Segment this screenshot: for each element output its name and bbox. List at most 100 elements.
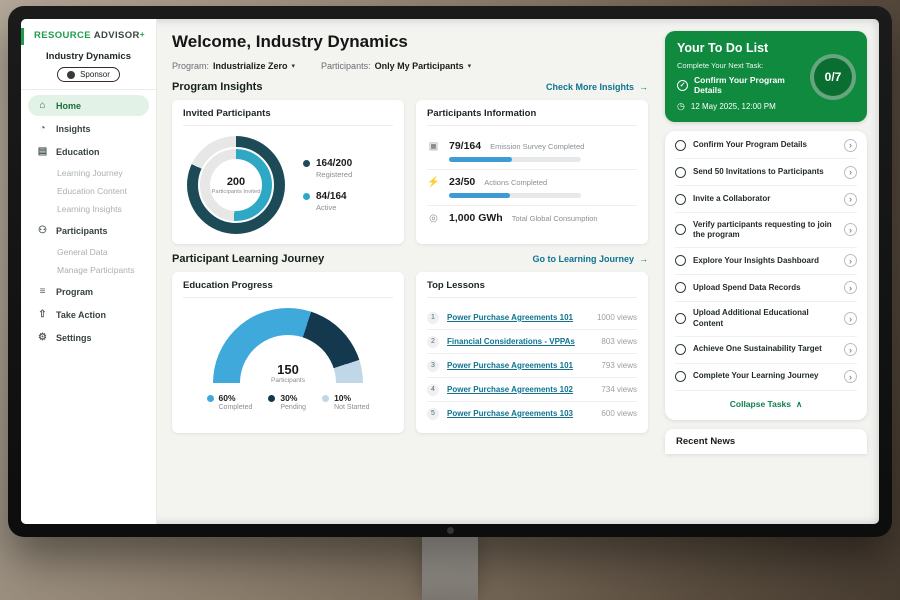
take-action-icon: ⇧ — [38, 309, 47, 320]
legend-dot — [303, 193, 310, 200]
page-title: Welcome, Industry Dynamics — [172, 32, 408, 51]
lesson-link[interactable]: Power Purchase Agreements 102 — [447, 385, 573, 394]
clock-icon: ◷ — [677, 101, 685, 111]
app-logo: RESOURCE ADVISOR+ — [21, 28, 156, 45]
task-label: Verify participants requesting to join t… — [693, 219, 832, 239]
task-row-upload-educational-content[interactable]: Upload Additional Educational Content › — [675, 302, 857, 337]
lesson-row: 5 Power Purchase Agreements 103 600 view… — [427, 402, 637, 425]
sidebar-item-take-action[interactable]: ⇧ Take Action — [28, 304, 149, 325]
task-row-invite-collaborator[interactable]: Invite a Collaborator › — [675, 186, 857, 213]
link-label: Go to Learning Journey — [532, 254, 634, 264]
chevron-right-icon[interactable]: › — [844, 223, 857, 237]
check-more-insights-link[interactable]: Check More Insights → — [546, 82, 648, 92]
lesson-views: 1000 views — [596, 313, 637, 322]
chevron-right-icon[interactable]: › — [844, 165, 857, 179]
sidebar-item-settings[interactable]: ⚙ Settings — [28, 327, 149, 348]
recent-news-header[interactable]: Recent News — [665, 428, 867, 454]
legend-label: Completed — [218, 404, 253, 411]
chevron-right-icon[interactable]: › — [844, 192, 857, 206]
participants-icon: ⚇ — [38, 225, 47, 236]
lesson-rank: 1 — [427, 311, 439, 324]
legend-completed: 60% Completed — [206, 393, 253, 411]
recent-news-title: Recent News — [676, 435, 736, 447]
legend-label: Not Started — [334, 404, 370, 411]
task-row-explore-insights[interactable]: Explore Your Insights Dashboard › — [675, 248, 857, 275]
task-checkbox[interactable] — [675, 166, 686, 178]
lesson-views: 600 views — [601, 409, 637, 418]
sidebar-item-home[interactable]: ⌂ Home — [28, 95, 149, 116]
task-checkbox[interactable] — [675, 313, 686, 325]
sidebar-item-learning-journey[interactable]: Learning Journey — [57, 168, 123, 178]
survey-icon: ▣ — [428, 141, 439, 152]
task-checkbox[interactable] — [675, 255, 686, 267]
task-row-verify-participants[interactable]: Verify participants requesting to join t… — [675, 213, 857, 248]
todo-panel: Your To Do List Complete Your Next Task:… — [661, 19, 879, 524]
program-filter-value: Industrialize Zero — [213, 61, 288, 71]
sidebar-item-insights[interactable]: ◔ Insights — [28, 118, 149, 139]
legend-value: 84/164 — [316, 191, 347, 202]
filter-bar: Program: Industrialize Zero ▾ Participan… — [172, 61, 648, 71]
program-filter[interactable]: Program: Industrialize Zero ▾ — [172, 61, 295, 71]
sidebar-item-education-content[interactable]: Education Content — [57, 186, 127, 196]
chevron-right-icon[interactable]: › — [844, 254, 857, 268]
todo-due-date: 12 May 2025, 12:00 PM — [690, 102, 776, 111]
task-row-send-invitations[interactable]: Send 50 Invitations to Participants › — [675, 159, 857, 186]
lesson-link[interactable]: Power Purchase Agreements 101 — [447, 361, 573, 370]
logo-resource: RESOURCE — [34, 30, 92, 41]
chevron-right-icon[interactable]: › — [844, 281, 857, 295]
task-checkbox[interactable] — [675, 344, 686, 356]
collapse-tasks-label: Collapse Tasks — [729, 399, 792, 410]
sidebar-item-education[interactable]: ▤ Education — [28, 141, 149, 162]
task-row-complete-learning-journey[interactable]: Complete Your Learning Journey › — [675, 364, 857, 391]
lesson-link[interactable]: Financial Considerations - VPPAs — [447, 337, 575, 346]
task-row-upload-spend-data[interactable]: Upload Spend Data Records › — [675, 275, 857, 302]
task-row-confirm-program-details[interactable]: Confirm Your Program Details › — [675, 132, 857, 159]
sponsor-badge[interactable]: Sponsor — [57, 67, 120, 82]
task-checkbox[interactable] — [675, 139, 686, 151]
go-to-learning-journey-link[interactable]: Go to Learning Journey → — [532, 254, 648, 264]
lesson-views: 734 views — [601, 385, 637, 394]
sidebar-item-learning-insights[interactable]: Learning Insights — [57, 204, 122, 214]
chevron-right-icon[interactable]: › — [844, 312, 857, 326]
education-progress-card: Education Progress 150 Participants — [172, 272, 404, 433]
task-label: Complete Your Learning Journey — [693, 371, 819, 381]
progress-track — [449, 193, 581, 198]
lesson-row: 2 Financial Considerations - VPPAs 803 v… — [427, 330, 637, 354]
task-checkbox[interactable] — [675, 371, 686, 383]
todo-next-task-row[interactable]: ✓ Confirm Your Program Details — [677, 75, 801, 95]
info-label: Total Global Consumption — [511, 214, 598, 223]
task-label: Send 50 Invitations to Participants — [693, 166, 824, 176]
link-label: Check More Insights — [545, 82, 634, 92]
legend-pct: 10% — [334, 393, 352, 403]
task-checkbox[interactable] — [675, 282, 686, 294]
participants-filter-label: Participants: — [321, 61, 371, 71]
logo-advisor: ADVISOR — [91, 30, 140, 41]
org-name: Industry Dynamics — [46, 51, 131, 62]
invited-participants-donut: 200 Participants Invited — [187, 136, 285, 234]
lesson-link[interactable]: Power Purchase Agreements 101 — [447, 313, 573, 322]
sidebar-item-program[interactable]: ≡ Program — [28, 281, 149, 302]
task-checkbox[interactable] — [675, 193, 686, 205]
lesson-link[interactable]: Power Purchase Agreements 103 — [447, 409, 573, 418]
arrow-right-icon: → — [639, 254, 648, 264]
collapse-tasks-link[interactable]: Collapse Tasks ∧ — [675, 391, 857, 419]
task-label: Achieve One Sustainability Target — [693, 344, 822, 354]
legend-label: Active — [316, 203, 337, 212]
program-icon: ≡ — [39, 286, 46, 297]
chevron-right-icon[interactable]: › — [844, 343, 857, 357]
emission-survey-progress — [449, 157, 513, 162]
chevron-right-icon[interactable]: › — [844, 370, 857, 384]
chevron-right-icon[interactable]: › — [844, 138, 857, 152]
donut-center: 200 Participants Invited — [210, 159, 262, 211]
sidebar-item-participants[interactable]: ⚇ Participants — [28, 220, 149, 241]
todo-subtitle: Complete Your Next Task: — [677, 61, 764, 70]
task-checkbox[interactable] — [675, 224, 686, 236]
location-icon: ◎ — [429, 213, 438, 224]
sidebar-item-manage-participants[interactable]: Manage Participants — [57, 265, 135, 275]
sidebar-item-general-data[interactable]: General Data — [57, 247, 108, 257]
sidebar-item-label: Insights — [56, 123, 91, 134]
task-row-achieve-sustainability-target[interactable]: Achieve One Sustainability Target › — [675, 337, 857, 364]
dashboard-screen: RESOURCE ADVISOR+ Industry Dynamics Spon… — [21, 19, 879, 524]
participants-filter[interactable]: Participants: Only My Participants ▾ — [321, 61, 471, 71]
program-filter-label: Program: — [172, 61, 210, 71]
